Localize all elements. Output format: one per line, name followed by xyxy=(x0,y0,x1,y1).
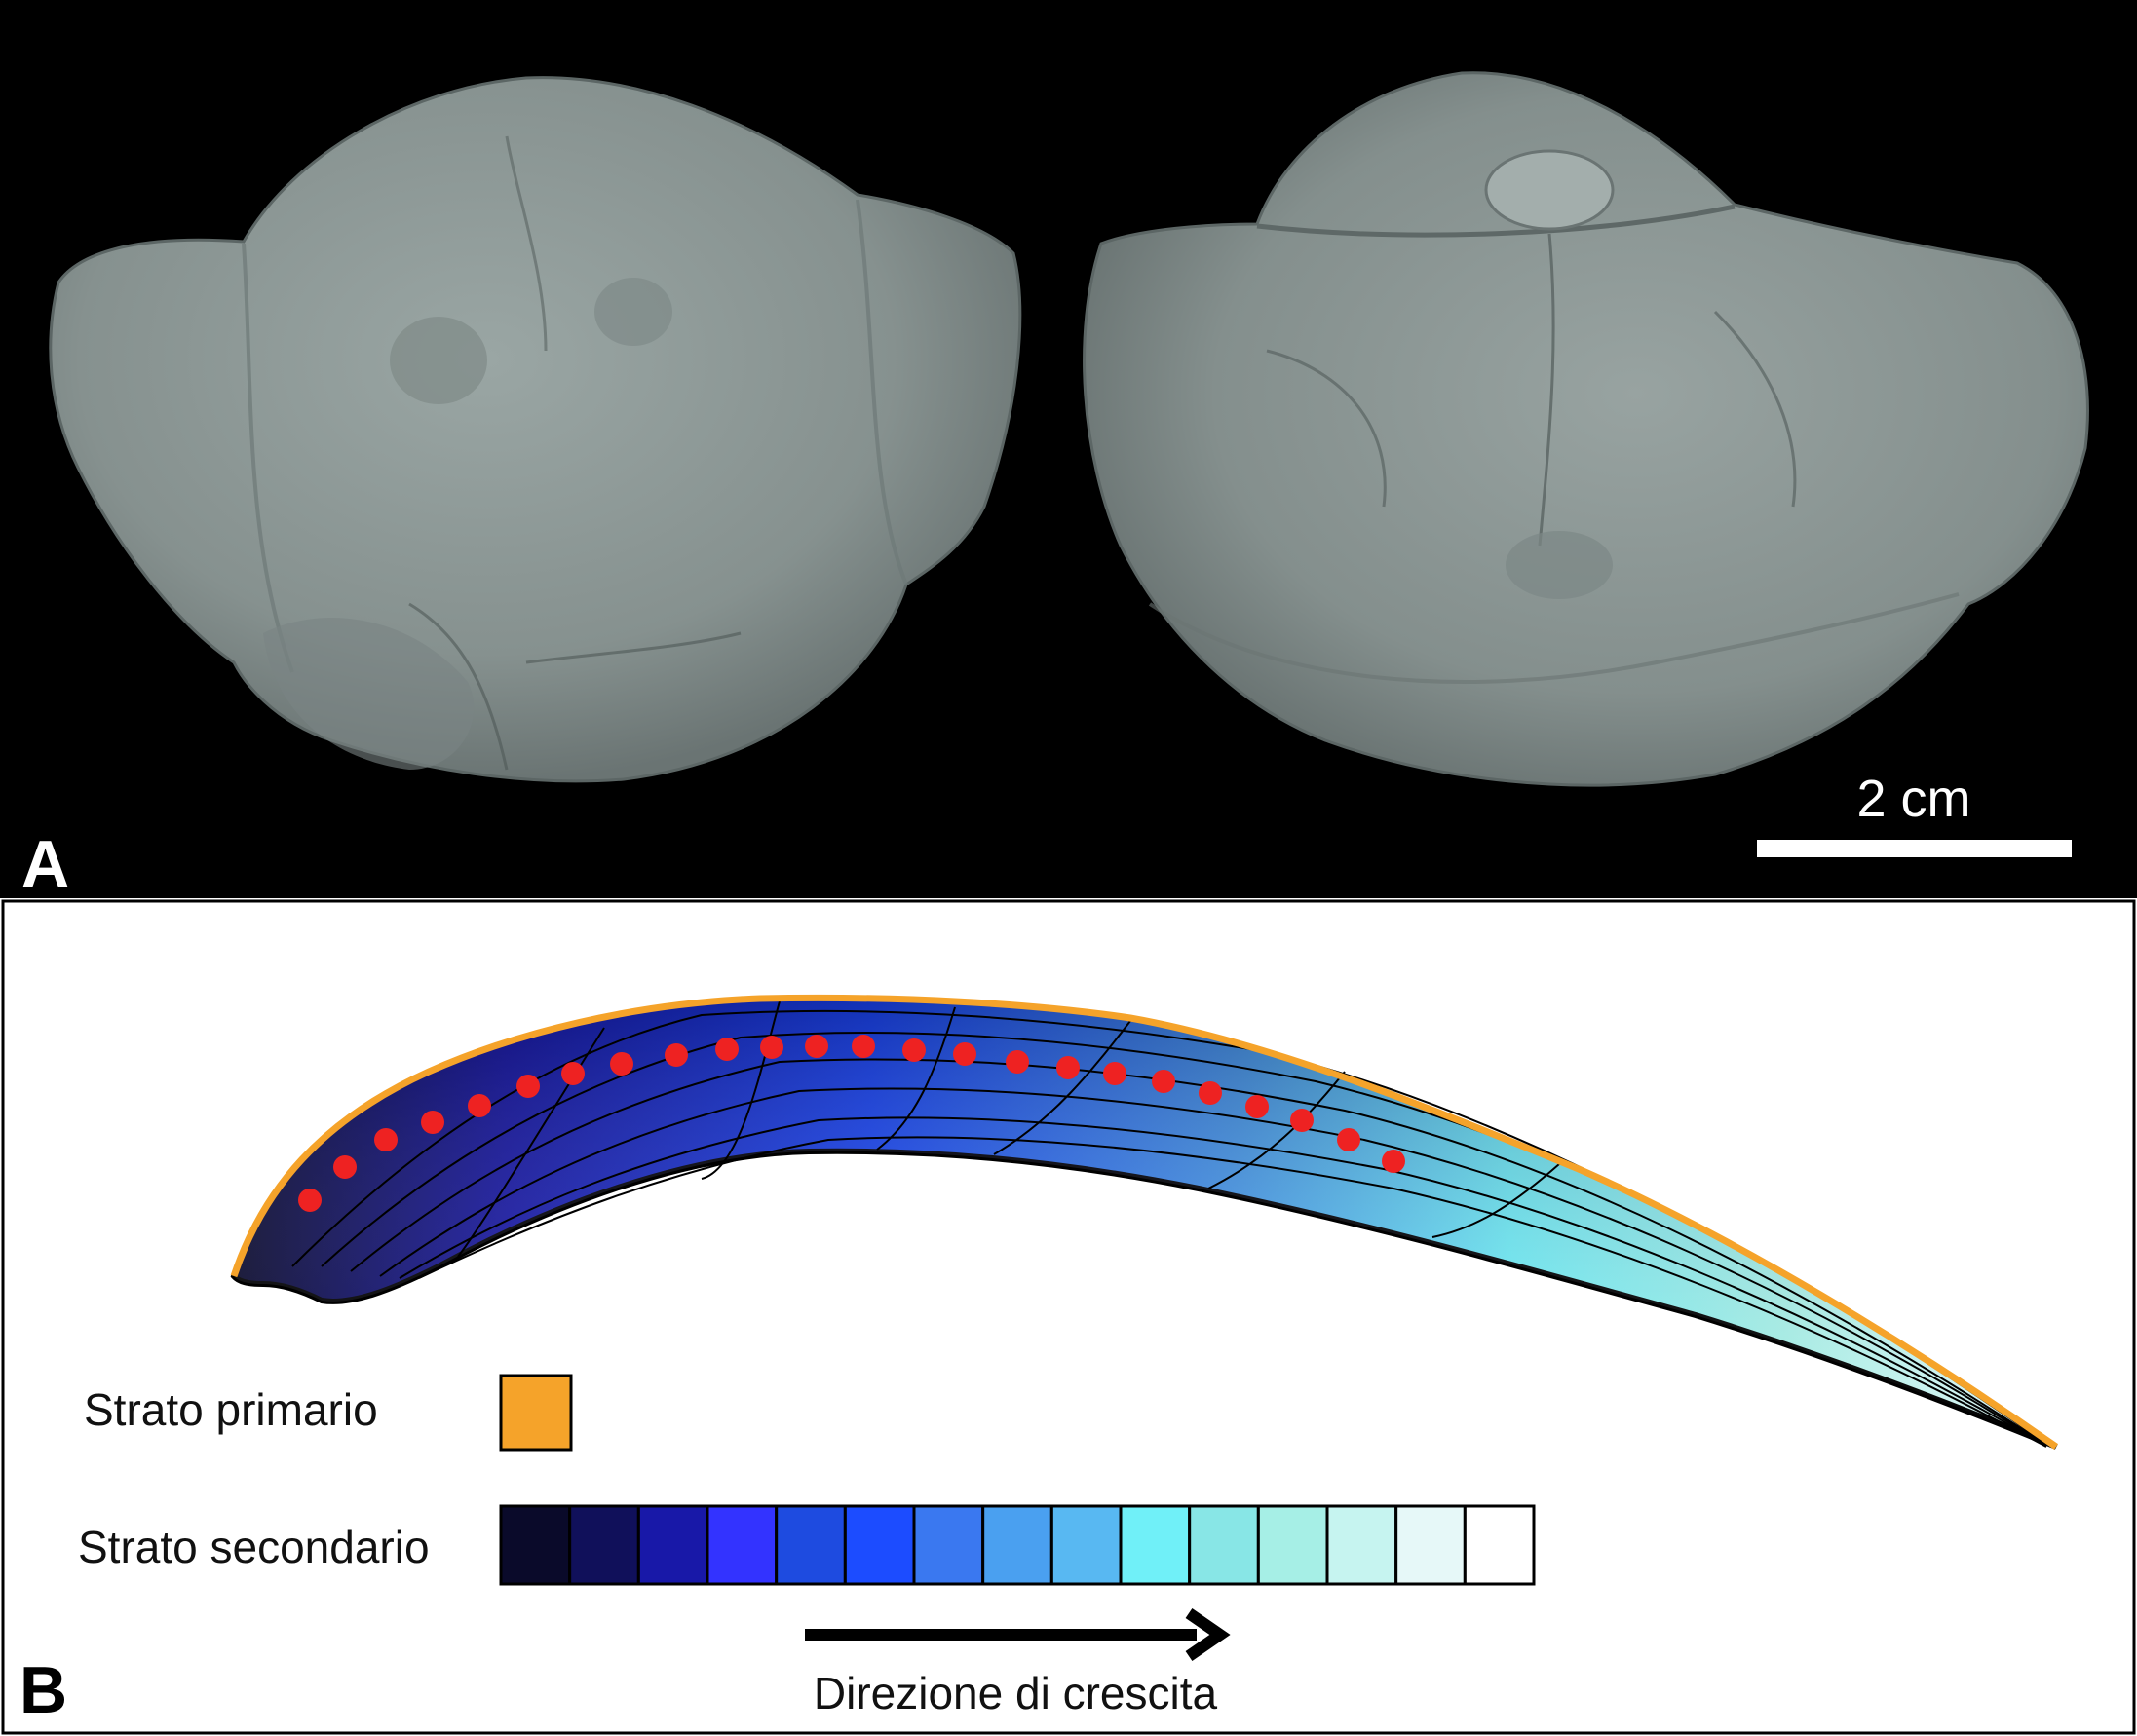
secondary-layer-swatch-10 xyxy=(1119,1504,1192,1586)
secondary-layer-swatch-12 xyxy=(1256,1504,1329,1586)
secondary-layer-swatch-8 xyxy=(981,1504,1053,1586)
primary-layer-label: Strato primario xyxy=(84,1384,378,1435)
secondary-layer-swatch-1 xyxy=(499,1504,572,1586)
secondary-layer-swatch-3 xyxy=(636,1504,709,1586)
secondary-layer-swatch-14 xyxy=(1394,1504,1467,1586)
secondary-layer-swatch-13 xyxy=(1325,1504,1398,1586)
secondary-layer-swatch-11 xyxy=(1188,1504,1260,1586)
growth-lines xyxy=(291,1000,2047,1448)
secondary-layer-swatch-9 xyxy=(1049,1504,1123,1586)
growth-direction-arrow xyxy=(805,1608,1231,1661)
secondary-layer-swatches xyxy=(499,1504,1536,1586)
secondary-layer-swatch-7 xyxy=(912,1504,985,1586)
panel-a-letter: A xyxy=(21,827,69,901)
shell-cross-section xyxy=(230,994,2059,1450)
panel-a: 2 cm A xyxy=(0,0,2137,901)
sampling-dots xyxy=(298,1035,1405,1212)
fossil-right-view xyxy=(1083,71,2089,787)
secondary-layer-swatch-5 xyxy=(775,1504,847,1586)
primary-layer-outline xyxy=(230,994,2059,1450)
secondary-layer-label: Strato secondario xyxy=(78,1522,430,1572)
primary-layer-swatch xyxy=(499,1374,573,1452)
secondary-layer-swatch-4 xyxy=(706,1504,779,1586)
secondary-layer-swatch-2 xyxy=(568,1504,640,1586)
growth-direction-label: Direzione di crescita xyxy=(814,1668,1218,1718)
panel-b: Strato primario Strato secondario Direzi… xyxy=(1,899,2136,1735)
scale-bar xyxy=(1757,840,2072,857)
scale-label: 2 cm xyxy=(1856,770,1970,828)
secondary-layer-swatch-15 xyxy=(1463,1504,1536,1586)
panel-b-letter: B xyxy=(19,1653,67,1727)
secondary-layer-swatch-6 xyxy=(843,1504,916,1586)
fossil-left-view xyxy=(49,76,1022,783)
